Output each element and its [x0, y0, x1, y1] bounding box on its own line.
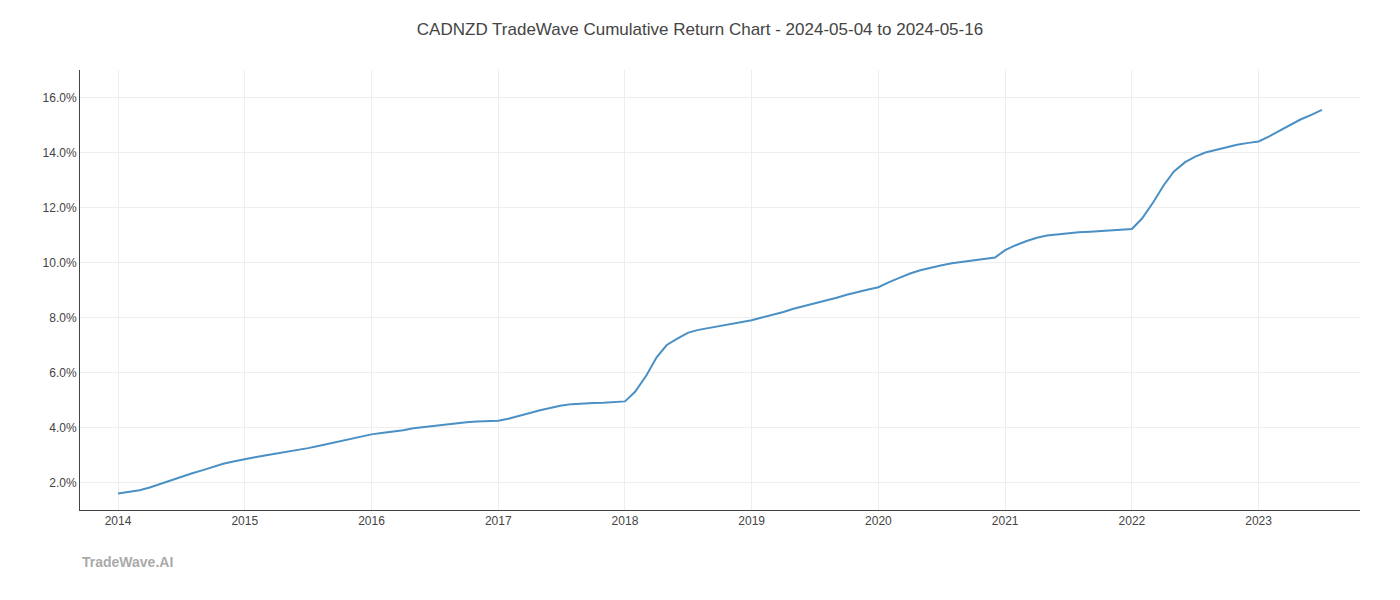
svg-text:2022: 2022: [1119, 514, 1146, 528]
svg-text:2021: 2021: [992, 514, 1019, 528]
svg-text:2023: 2023: [1245, 514, 1272, 528]
svg-text:2015: 2015: [231, 514, 258, 528]
svg-text:8.0%: 8.0%: [49, 311, 77, 325]
svg-text:2018: 2018: [612, 514, 639, 528]
svg-text:10.0%: 10.0%: [43, 256, 77, 270]
svg-text:16.0%: 16.0%: [43, 91, 77, 105]
svg-text:2017: 2017: [485, 514, 512, 528]
svg-text:TradeWave.AI: TradeWave.AI: [82, 554, 173, 570]
svg-text:4.0%: 4.0%: [49, 421, 77, 435]
svg-text:6.0%: 6.0%: [49, 366, 77, 380]
svg-text:CADNZD TradeWave Cumulative Re: CADNZD TradeWave Cumulative Return Chart…: [417, 20, 983, 39]
svg-text:2020: 2020: [865, 514, 892, 528]
svg-text:12.0%: 12.0%: [43, 201, 77, 215]
svg-text:14.0%: 14.0%: [43, 146, 77, 160]
svg-text:2014: 2014: [105, 514, 132, 528]
svg-text:2.0%: 2.0%: [49, 476, 77, 490]
svg-text:2016: 2016: [358, 514, 385, 528]
svg-text:2019: 2019: [738, 514, 765, 528]
